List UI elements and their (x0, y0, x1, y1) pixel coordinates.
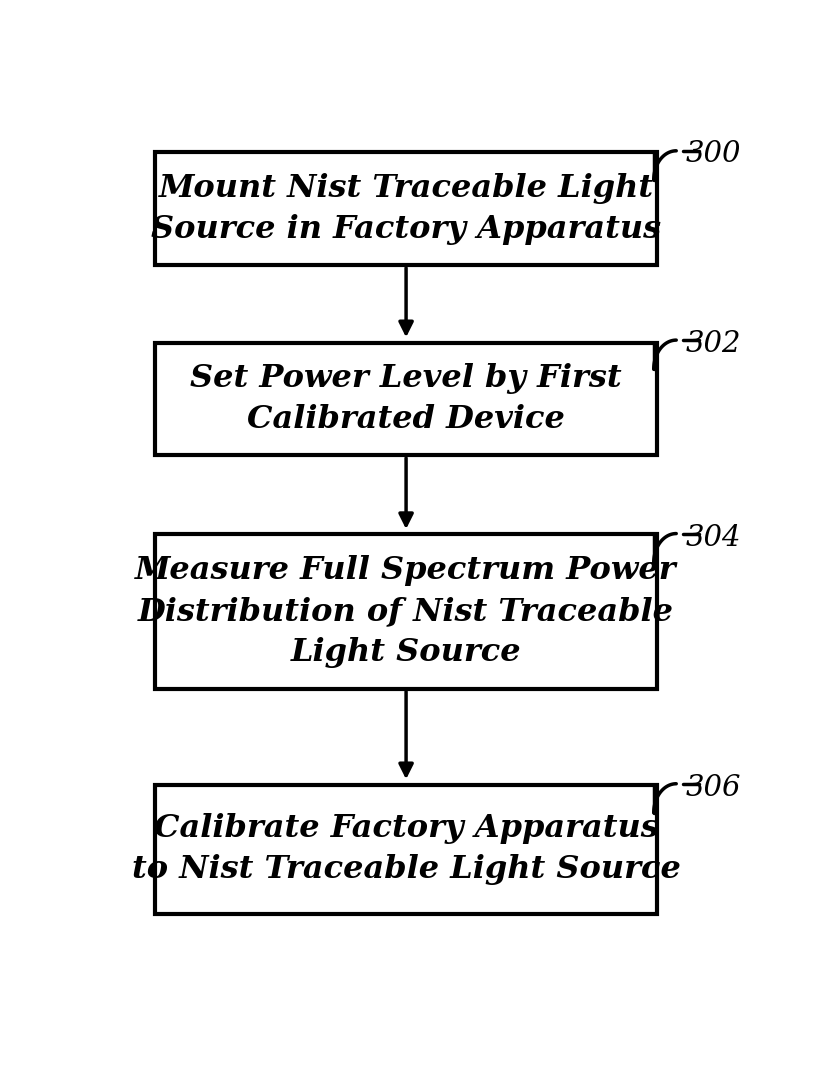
Bar (155, 153, 657, 265)
Text: 302: 302 (686, 330, 741, 358)
Text: Mount Nist Traceable Light
Source in Factory Apparatus: Mount Nist Traceable Light Source in Fac… (151, 173, 662, 245)
Text: 304: 304 (686, 523, 741, 551)
Text: Measure Full Spectrum Power
Distribution of Nist Traceable
Light Source: Measure Full Spectrum Power Distribution… (135, 556, 677, 667)
Bar (155, 784, 657, 914)
Text: 306: 306 (686, 773, 741, 801)
Bar (155, 534, 657, 689)
Text: Calibrate Factory Apparatus
to Nist Traceable Light Source: Calibrate Factory Apparatus to Nist Trac… (132, 813, 681, 885)
Text: Set Power Level by First
Calibrated Device: Set Power Level by First Calibrated Devi… (190, 363, 622, 434)
Bar (155, 342, 657, 455)
Text: 300: 300 (686, 140, 741, 168)
